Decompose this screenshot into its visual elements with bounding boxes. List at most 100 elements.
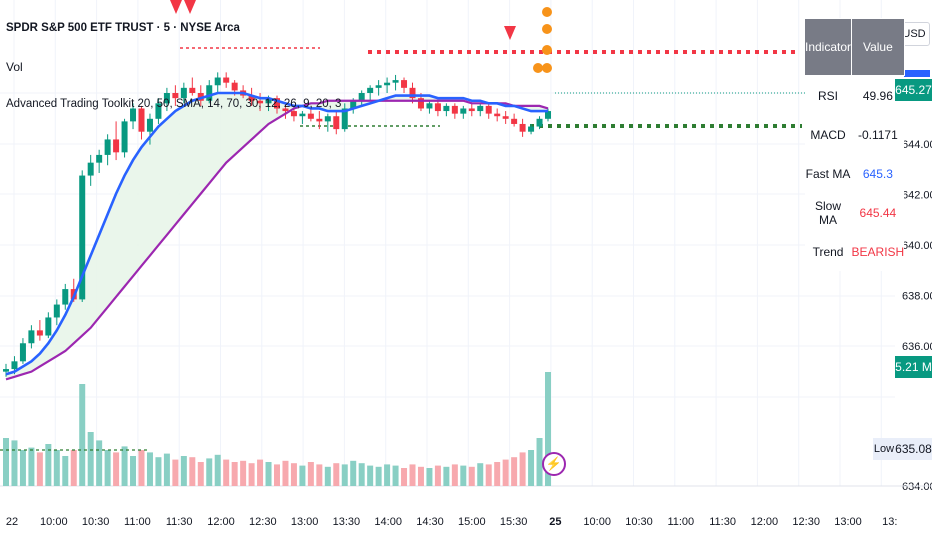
x-tick-label: 25 xyxy=(549,516,561,528)
candle-body xyxy=(384,82,391,86)
volume-bar xyxy=(19,450,26,486)
signal-dot-marker xyxy=(542,63,552,73)
x-tick-label: 11:00 xyxy=(667,516,694,528)
candle-body xyxy=(62,289,69,305)
volume-bar xyxy=(316,464,323,486)
sell-signal-marker xyxy=(504,26,516,40)
volume-bar xyxy=(155,457,162,486)
ma-fill-area xyxy=(6,93,548,380)
volume-bar xyxy=(240,460,247,486)
candle-body xyxy=(274,98,280,109)
candle-body xyxy=(180,87,187,99)
row-name: Slow MA xyxy=(804,193,852,232)
candle-body xyxy=(434,103,441,112)
volume-bar xyxy=(384,464,391,486)
volume-bar xyxy=(163,453,170,486)
slow-ma-line xyxy=(5,99,549,381)
y-tick-label: 636.00 xyxy=(902,341,932,353)
candle-body xyxy=(375,85,382,88)
volume-bar xyxy=(28,447,35,486)
candle-body xyxy=(265,98,272,104)
row-value: -0.1171 xyxy=(851,115,905,154)
candle-body xyxy=(19,343,26,362)
volume-bar xyxy=(45,444,52,486)
volume-bar xyxy=(172,459,179,486)
volume-bar xyxy=(299,465,306,486)
signal-dot-marker xyxy=(542,24,552,34)
candle-body xyxy=(460,108,467,114)
volume-bar xyxy=(333,463,340,486)
candle-body xyxy=(511,118,518,124)
x-tick-label: 13:30 xyxy=(333,516,361,528)
x-tick-label: 10:30 xyxy=(82,516,110,528)
candle-body xyxy=(333,116,340,130)
candle-body xyxy=(477,105,484,112)
volume-bar xyxy=(70,450,77,486)
x-tick-label: 13:00 xyxy=(291,516,319,528)
candle-body xyxy=(417,98,424,109)
candle-body xyxy=(87,162,94,176)
volume-bar xyxy=(434,465,441,486)
volume-bar xyxy=(536,438,543,486)
candle-body xyxy=(324,116,331,122)
row-name: RSI xyxy=(804,75,852,115)
volume-bar xyxy=(324,466,331,486)
lightning-bolt-icon[interactable]: ⚡ xyxy=(542,452,566,476)
volume-bar xyxy=(231,462,238,486)
volume-bar xyxy=(214,454,221,486)
candle-body xyxy=(257,100,264,104)
candle-body xyxy=(502,116,509,119)
candle-body xyxy=(299,113,306,117)
volume-badge: 5.21 M xyxy=(895,356,932,378)
volume-bar xyxy=(104,450,111,486)
low-value-badge: 635.08 xyxy=(895,438,932,460)
indicator-table: Indicator Value RSI 49.96 MACD -0.1171 F… xyxy=(803,18,905,271)
row-name: MACD xyxy=(804,115,852,154)
candle-body xyxy=(451,105,458,114)
x-tick-label: 11:00 xyxy=(124,516,151,528)
volume-bar xyxy=(451,464,458,486)
volume-bar xyxy=(511,457,518,486)
volume-bar xyxy=(468,466,475,486)
volume-bar xyxy=(62,456,69,486)
symbol-title[interactable]: SPDR S&P 500 ETF TRUST · 5 · NYSE Arca xyxy=(6,22,240,34)
y-tick-label: 642.00 xyxy=(902,190,932,202)
candle-body xyxy=(443,105,450,112)
fast-ma-price-marker xyxy=(900,70,930,77)
signal-dot-marker xyxy=(542,7,552,17)
candle-body xyxy=(350,100,357,109)
volume-bar xyxy=(460,465,467,486)
volume-bar xyxy=(197,462,204,486)
volume-legend[interactable]: Vol xyxy=(6,60,23,74)
candle-body xyxy=(138,108,145,132)
candle-body xyxy=(409,87,416,99)
candle-body xyxy=(468,108,475,112)
table-header-value: Value xyxy=(851,18,905,76)
indicator-legend[interactable]: Advanced Trading Toolkit 20, 50, SMA, 14… xyxy=(6,98,342,110)
candle-body xyxy=(45,317,52,336)
table-row-trend: Trend BEARISH xyxy=(804,232,905,271)
row-name: Fast MA xyxy=(804,154,852,193)
x-tick-label: 11:30 xyxy=(166,516,193,528)
candle-body xyxy=(96,154,103,163)
volume-bar xyxy=(502,459,509,486)
candle-body xyxy=(545,111,551,119)
candle-body xyxy=(104,139,111,155)
volume-bar xyxy=(401,468,408,486)
x-tick-label: 12:00 xyxy=(207,516,235,528)
candle-body xyxy=(231,82,238,91)
volume-bar xyxy=(223,459,230,486)
candle-body xyxy=(189,87,196,93)
x-tick-label: 15:00 xyxy=(458,516,486,528)
x-tick-label: 11:30 xyxy=(709,516,736,528)
volume-bar xyxy=(350,460,357,486)
x-tick-label: 15:30 xyxy=(500,516,528,528)
volume-bar xyxy=(375,466,382,486)
volume-bar xyxy=(443,466,450,486)
volume-bar xyxy=(189,457,196,486)
volume-bar xyxy=(392,465,399,486)
volume-bar xyxy=(206,458,213,486)
volume-bar xyxy=(257,459,264,486)
volume-bar xyxy=(248,463,255,486)
